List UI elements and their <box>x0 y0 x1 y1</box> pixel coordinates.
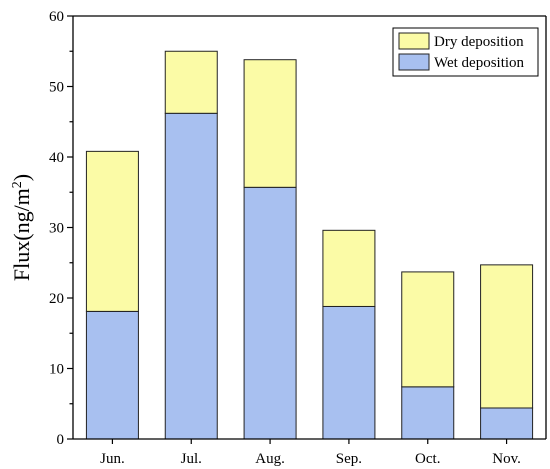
x-tick-label-5: Oct. <box>415 451 440 467</box>
x-tick-label-3: Aug. <box>255 451 285 467</box>
y-tick-label-50: 50 <box>49 80 64 96</box>
labels-layer: 0 10 20 30 40 50 60 Jun. Jul. Aug. Sep. Oct. Nov. Flu… <box>9 9 521 467</box>
y-tick-label-30: 30 <box>49 221 64 237</box>
bar-wet-deposition-4 <box>322 305 376 440</box>
bar-wet-deposition-1 <box>85 310 139 440</box>
bar-dry-deposition-6 <box>480 264 534 409</box>
ticks-layer <box>67 15 508 444</box>
y-tick-label-20: 20 <box>49 291 64 307</box>
y-tick-label-60: 60 <box>49 9 64 25</box>
y-axis-title: Flux(ng/m2) <box>9 174 34 281</box>
y-tick-label-0: 0 <box>57 432 65 448</box>
bar-wet-deposition-5 <box>401 386 455 440</box>
legend: Dry deposition Wet deposition <box>392 27 539 77</box>
legend-label-wet-deposition: Wet deposition <box>434 55 525 71</box>
bar-dry-deposition-3 <box>243 59 297 188</box>
x-tick-label-4: Sep. <box>336 451 362 467</box>
bar-wet-deposition-2 <box>164 112 218 440</box>
bar-wet-deposition-3 <box>243 186 297 440</box>
axes-layer <box>72 15 547 440</box>
legend-label-dry-deposition: Dry deposition <box>434 34 524 50</box>
x-tick-label-6: Nov. <box>492 451 521 467</box>
bars-layer <box>85 50 534 440</box>
y-tick-label-40: 40 <box>49 150 64 166</box>
legend-swatch-dry-deposition <box>398 32 430 50</box>
x-tick-label-2: Jul. <box>181 451 202 467</box>
y-tick-label-10: 10 <box>49 362 64 378</box>
x-tick-label-1: Jun. <box>100 451 125 467</box>
bar-wet-deposition-6 <box>480 407 534 440</box>
bar-dry-deposition-5 <box>401 271 455 388</box>
bar-dry-deposition-1 <box>85 150 139 312</box>
bar-dry-deposition-2 <box>164 50 218 114</box>
bar-dry-deposition-4 <box>322 229 376 307</box>
legend-swatch-wet-deposition <box>398 53 430 71</box>
